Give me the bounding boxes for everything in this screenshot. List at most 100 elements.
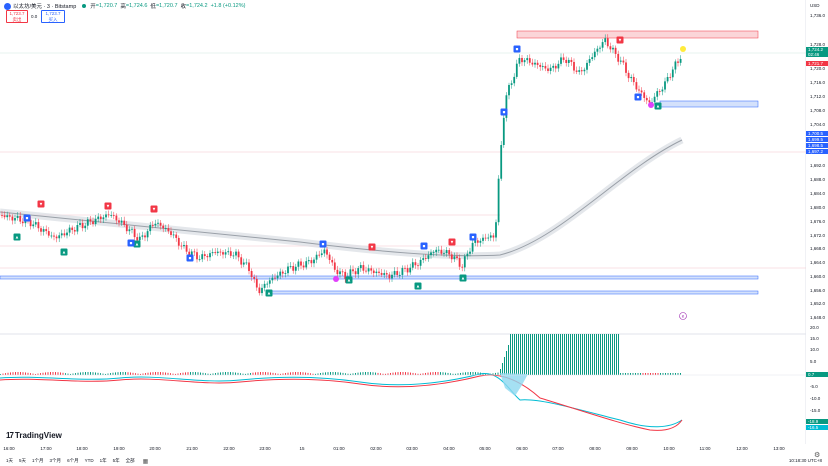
candle-body xyxy=(32,224,35,227)
histogram-bar xyxy=(445,372,446,375)
histogram-bar xyxy=(242,373,244,375)
candle-body xyxy=(617,53,620,62)
range-button-4[interactable]: 6个月 xyxy=(67,458,79,463)
signal-marker-glyph: ■ xyxy=(472,235,475,240)
time-axis[interactable]: 16:00 17:00 18:00 19:00 20:00 21:00 22:00 23:00… xyxy=(0,444,806,454)
currency-label[interactable]: USD xyxy=(810,3,820,8)
histogram-bar xyxy=(495,372,496,375)
histogram-bar xyxy=(387,373,389,375)
histogram-bar xyxy=(522,334,523,375)
histogram-bar xyxy=(440,372,441,375)
candle-body xyxy=(227,251,230,253)
histogram-bar xyxy=(596,334,597,375)
candle-body xyxy=(310,260,313,264)
candle-body xyxy=(102,217,105,220)
candle-body xyxy=(375,271,378,274)
histogram-bar xyxy=(140,373,141,375)
macd-line xyxy=(0,374,683,431)
close-label: 收 xyxy=(180,4,187,10)
pivot-dot xyxy=(648,102,654,108)
time-tick-label: 20:00 xyxy=(149,446,161,451)
candle-body xyxy=(476,240,479,243)
range-button-7[interactable]: 5年 xyxy=(112,458,120,463)
histogram-bar xyxy=(392,372,394,375)
histogram-bar xyxy=(342,372,344,375)
candle-body xyxy=(456,256,458,259)
histogram-bar xyxy=(122,372,124,375)
range-button-6[interactable]: 1年 xyxy=(99,458,107,463)
range-button-3[interactable]: 3个月 xyxy=(49,458,62,463)
histogram-bar xyxy=(247,373,249,375)
candle-body xyxy=(175,234,178,238)
histogram-bar xyxy=(660,373,661,375)
price-tick-label: 1,680.0 xyxy=(810,205,826,210)
candle-body xyxy=(289,266,292,267)
range-button-2[interactable]: 1个月 xyxy=(32,458,44,463)
signal-marker xyxy=(469,233,477,241)
histogram-bar xyxy=(600,334,601,375)
histogram-bar xyxy=(115,372,116,375)
candle-body xyxy=(224,252,227,255)
histogram-bar xyxy=(300,372,301,375)
range-button-1[interactable]: 5天 xyxy=(19,458,27,463)
histogram-bar xyxy=(355,372,356,375)
tradingview-logo-icon: 17 xyxy=(6,431,14,440)
histogram-bar xyxy=(225,372,226,375)
range-button-5[interactable]: YTD xyxy=(84,458,94,463)
candle-body xyxy=(86,219,89,226)
candle-body xyxy=(240,257,243,265)
candle-body xyxy=(367,268,370,272)
histogram-bar xyxy=(460,372,461,375)
clock-readout[interactable]: 10:18:30 UTC+8 xyxy=(788,458,822,463)
calendar-icon[interactable]: ▦ xyxy=(142,458,149,465)
open-label: 开 xyxy=(90,4,96,10)
candle-body xyxy=(435,249,438,253)
histogram-bar xyxy=(470,372,471,375)
histogram-bar xyxy=(85,372,86,375)
candle-body xyxy=(219,251,222,253)
symbol-title[interactable]: 以太坊/美元 · 3 · Bitstamp xyxy=(13,4,77,10)
candle-body xyxy=(118,220,120,223)
candle-body xyxy=(614,47,617,54)
histogram-bar xyxy=(598,334,599,375)
histogram-bar xyxy=(50,372,51,375)
range-button-0[interactable]: 1天 xyxy=(6,458,14,463)
candle-body xyxy=(203,254,206,256)
candle-body xyxy=(609,46,612,50)
buy-button[interactable]: 1,723.7 买入 xyxy=(41,10,65,23)
candle-body xyxy=(37,222,40,229)
histogram-bar xyxy=(665,373,666,375)
price-chart-canvas[interactable]: ▼ ▼▼▼▼▼▲▲▲▲▲▲▲▲■■■■ ■■■■■ e xyxy=(0,0,806,444)
histogram-bar xyxy=(77,372,79,375)
histogram-bar xyxy=(610,334,611,375)
zone-price-label: 1,700.5 xyxy=(806,131,828,136)
range-button-8[interactable]: 全部 xyxy=(125,458,135,463)
candle-body xyxy=(612,47,614,50)
histogram-bar xyxy=(652,373,654,375)
candle-body xyxy=(570,59,573,62)
candle-body xyxy=(567,59,570,63)
signal-marker xyxy=(345,276,353,284)
histogram-bar xyxy=(190,372,191,375)
signal-marker-glyph: ▼ xyxy=(370,245,374,250)
candle-body xyxy=(125,224,128,232)
candle-body xyxy=(352,269,354,272)
price-axis[interactable]: USD 1,736.0 1,728.0 1,720.0 1,716.0 1,712.0 1… xyxy=(806,0,828,466)
high-label: 高 xyxy=(120,4,126,10)
histogram-bar xyxy=(546,334,547,375)
sell-button[interactable]: 1,723.7 卖出 xyxy=(6,10,28,23)
histogram-bar xyxy=(415,373,416,375)
histogram-bar xyxy=(20,372,21,375)
spread-value: 0.0 xyxy=(31,14,38,19)
candle-body xyxy=(55,236,58,239)
settings-gear-icon[interactable]: ⚙ xyxy=(814,452,821,459)
histogram-bar xyxy=(410,372,411,375)
candle-body xyxy=(482,237,484,241)
candle-body xyxy=(211,252,214,254)
candle-body xyxy=(162,225,165,229)
price-tick-label: 1,652.0 xyxy=(810,301,826,306)
pivot-dot xyxy=(333,276,339,282)
candle-body xyxy=(3,215,6,218)
candle-body xyxy=(170,231,172,235)
candle-body xyxy=(393,271,396,275)
